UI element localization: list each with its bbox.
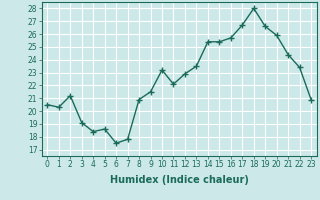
X-axis label: Humidex (Indice chaleur): Humidex (Indice chaleur) <box>110 175 249 185</box>
